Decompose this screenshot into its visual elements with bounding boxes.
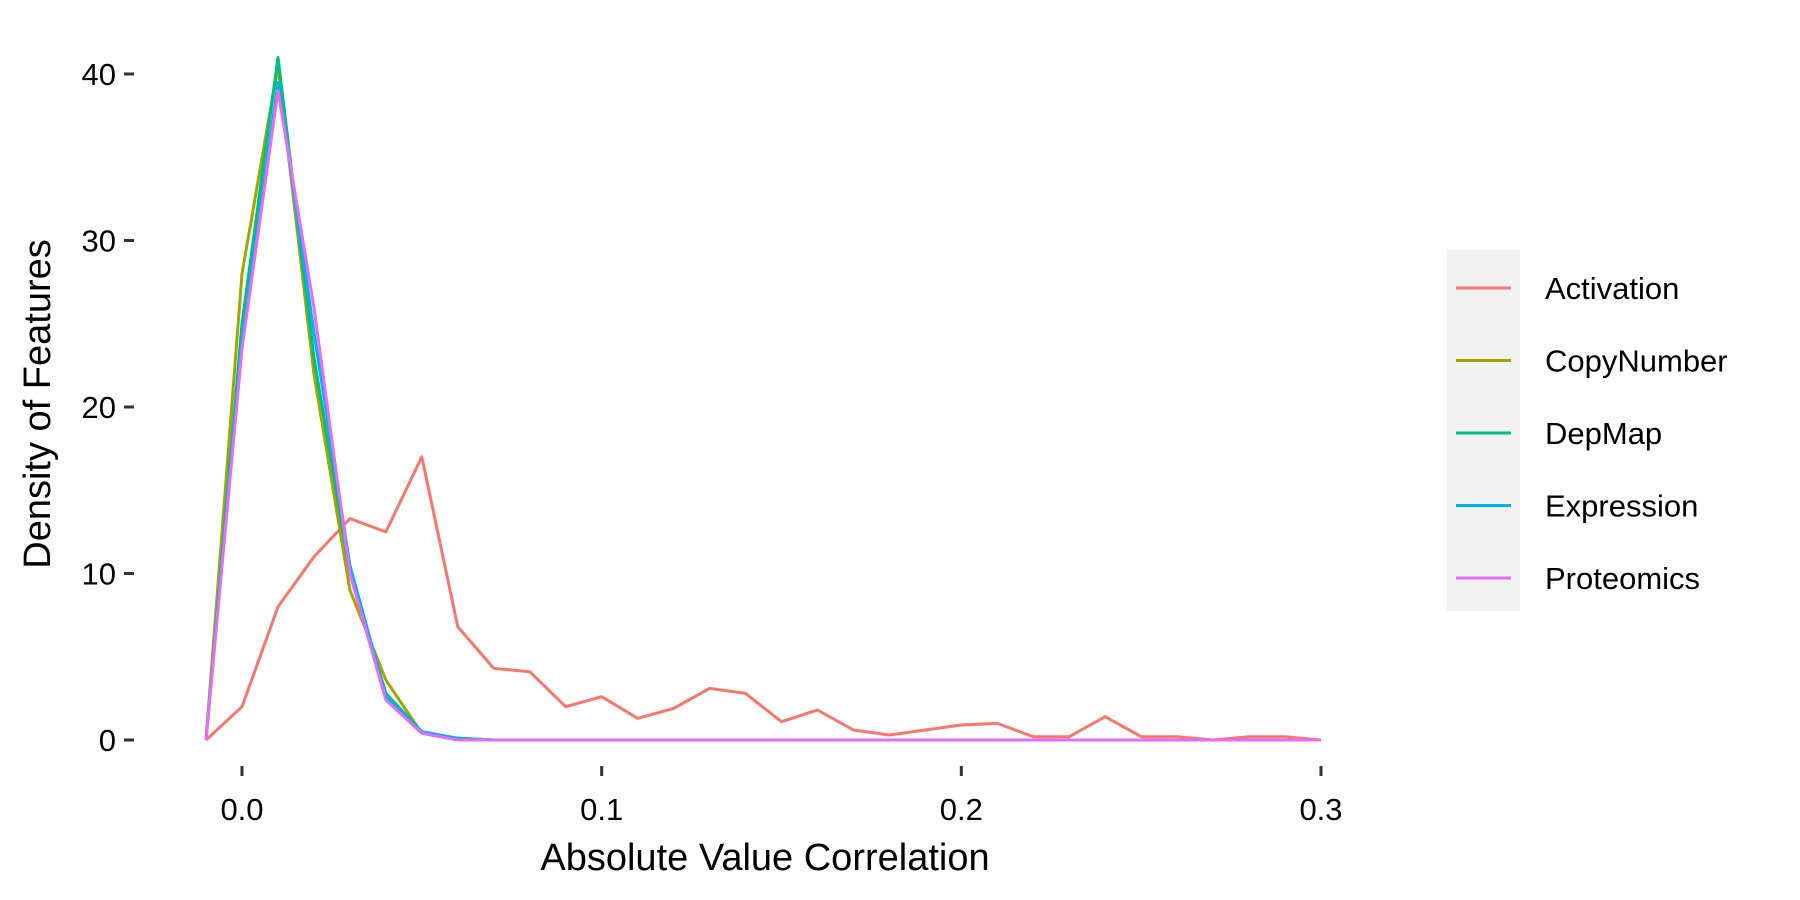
legend-label-proteomics: Proteomics (1545, 561, 1700, 596)
x-tick-label: 0.2 (940, 792, 983, 827)
legend-key-background (1447, 250, 1520, 611)
y-tick-label: 10 (82, 557, 116, 592)
y-tick-label: 0 (99, 723, 116, 758)
legend-label-expression: Expression (1545, 489, 1698, 524)
series-line-copynumber (204, 64, 1321, 742)
series-lines (204, 55, 1322, 742)
series-line-expression (204, 80, 1321, 742)
y-axis: 0 10 20 30 40 (82, 57, 134, 758)
y-tick-label: 20 (82, 390, 116, 425)
series-line-depmap (204, 55, 1321, 742)
series-line-proteomics (204, 89, 1321, 742)
x-tick-label: 0.0 (220, 792, 263, 827)
y-tick-label: 30 (82, 224, 116, 259)
y-tick-label: 40 (82, 57, 116, 92)
legend-label-copynumber: CopyNumber (1545, 344, 1728, 379)
x-axis-title: Absolute Value Correlation (540, 837, 989, 879)
legend-label-activation: Activation (1545, 271, 1679, 306)
legend: Activation CopyNumber DepMap Expression Prot… (1447, 250, 1728, 611)
legend-label-depmap: DepMap (1545, 416, 1662, 451)
x-axis: 0.0 0.1 0.2 0.3 (220, 766, 1343, 827)
series-line-activation (204, 455, 1322, 742)
x-tick-label: 0.1 (580, 792, 623, 827)
y-axis-title: Density of Features (17, 239, 59, 568)
x-tick-label: 0.3 (1299, 792, 1342, 827)
